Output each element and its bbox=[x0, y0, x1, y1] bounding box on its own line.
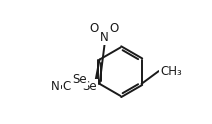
Text: N: N bbox=[51, 80, 60, 93]
Text: N: N bbox=[100, 31, 109, 44]
Text: O: O bbox=[109, 22, 119, 35]
Text: Se: Se bbox=[82, 80, 97, 93]
Text: C: C bbox=[63, 80, 71, 93]
Text: CH₃: CH₃ bbox=[160, 65, 182, 78]
Text: Se: Se bbox=[73, 73, 87, 86]
Text: O: O bbox=[90, 22, 99, 35]
